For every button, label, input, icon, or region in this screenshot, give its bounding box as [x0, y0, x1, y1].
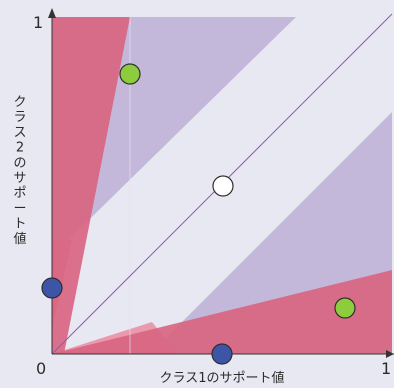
origin-label: 0 — [36, 359, 46, 378]
x-axis-arrow — [386, 350, 394, 358]
y-axis-title: クラス 2 のサポート値 — [13, 95, 26, 247]
blue-point-bottom — [211, 343, 233, 365]
white-point-center — [212, 175, 234, 197]
x-max-label: 1 — [381, 359, 391, 378]
y-max-label: 1 — [33, 13, 43, 32]
x-axis-title: クラス1のサポート値 — [159, 370, 284, 386]
red-region-lower — [52, 270, 392, 354]
green-point-upper — [119, 63, 141, 85]
red-region-upper — [52, 17, 130, 354]
y-axis-arrow — [48, 8, 56, 18]
blue-point-left — [41, 277, 63, 299]
green-point-lower — [334, 297, 356, 319]
